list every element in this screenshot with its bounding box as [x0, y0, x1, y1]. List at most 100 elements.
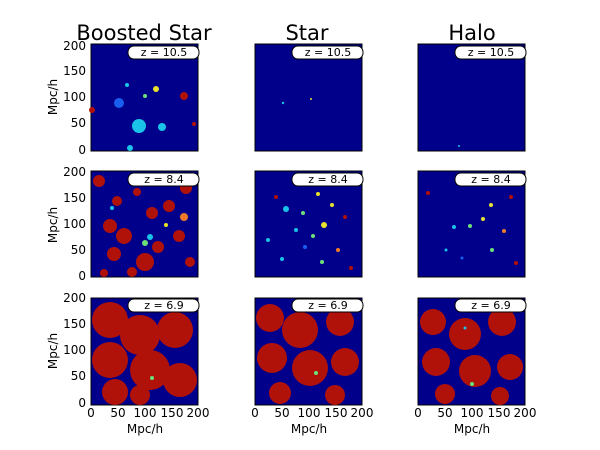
ionized-region — [92, 342, 128, 378]
redshift-label-box — [454, 172, 527, 187]
ionized-region — [130, 385, 150, 405]
ionized-region — [143, 94, 147, 98]
ionized-region — [114, 98, 124, 108]
panel-background — [417, 170, 526, 278]
ionized-region — [180, 92, 188, 100]
x-tick-label: 150 — [488, 406, 511, 420]
ionized-region — [303, 245, 307, 249]
redshift-label-box — [291, 45, 364, 60]
ionized-region — [459, 355, 491, 387]
ionized-region — [120, 315, 160, 355]
redshift-label-box — [454, 298, 527, 313]
ionized-region — [470, 382, 474, 386]
redshift-label-box — [291, 298, 364, 313]
panel-background — [254, 43, 363, 152]
ionized-region — [349, 266, 353, 270]
panel-halo-z10.5: z = 10.5 — [417, 43, 527, 152]
y-tick-labels: 200 150 100 50 0 200 150 100 50 0 200 15… — [63, 39, 86, 410]
y-tick-label: 100 — [63, 90, 86, 104]
ionized-region — [491, 387, 509, 405]
ionized-region — [282, 312, 318, 348]
panel-boosted-star-z10.5: z = 10.5 — [89, 43, 200, 152]
y-tick-label: 50 — [71, 243, 86, 257]
ionized-region — [92, 302, 128, 338]
ionized-region — [269, 382, 291, 404]
redshift-label-box — [454, 45, 527, 60]
ionized-region — [192, 122, 196, 126]
ionized-region — [489, 203, 493, 207]
x-tick-label: 200 — [514, 406, 537, 420]
panel-background — [417, 43, 526, 152]
ionized-region — [280, 257, 284, 261]
redshift-label-box — [291, 172, 364, 187]
redshift-label: z = 8.4 — [144, 173, 183, 186]
x-tick-label: 200 — [187, 406, 210, 420]
redshift-label-box — [127, 298, 200, 313]
ionized-region — [435, 384, 455, 404]
ionized-region — [107, 247, 121, 261]
ionized-region — [281, 101, 285, 105]
ionized-region — [488, 308, 516, 336]
ionized-region — [152, 241, 164, 253]
y-axis-label-row-3: Mpc/h — [46, 333, 60, 369]
x-tick-label: 0 — [414, 406, 422, 420]
y-tick-label: 150 — [63, 191, 86, 205]
x-axis-label-col-2: Mpc/h — [291, 422, 327, 436]
ionized-region — [112, 196, 122, 206]
ionized-region — [116, 228, 132, 244]
ionized-regions — [93, 175, 195, 277]
ionized-region — [130, 350, 170, 390]
x-axis-label-col-1: Mpc/h — [127, 422, 163, 436]
redshift-label: z = 6.9 — [144, 299, 183, 312]
ionized-region — [422, 348, 450, 376]
ionized-region — [133, 188, 141, 196]
ionized-region — [325, 385, 345, 405]
ionized-region — [125, 83, 129, 87]
ionized-region — [444, 248, 448, 252]
panel-star-z10.5: z = 10.5 — [254, 43, 364, 152]
ionized-region — [102, 379, 128, 405]
ionized-region — [127, 267, 137, 277]
ionized-regions — [89, 83, 196, 151]
redshift-label: z = 8.4 — [308, 173, 347, 186]
redshift-label: z = 8.4 — [471, 173, 510, 186]
y-tick-label: 50 — [71, 369, 86, 383]
y-tick-label: 200 — [63, 165, 86, 179]
y-tick-label: 0 — [78, 396, 86, 410]
redshift-label-box — [127, 45, 200, 60]
ionized-region — [490, 248, 494, 252]
y-tick-label: 150 — [63, 317, 86, 331]
ionized-region — [136, 253, 154, 271]
ionized-region — [256, 304, 284, 332]
x-tick-label: 0 — [87, 406, 95, 420]
ionized-region — [132, 119, 146, 133]
y-tick-label: 200 — [63, 291, 86, 305]
x-tick-label: 50 — [437, 406, 452, 420]
x-tick-label: 100 — [134, 406, 157, 420]
ionized-region — [150, 376, 154, 380]
y-axis-label-row-1: Mpc/h — [46, 79, 60, 115]
ionized-region — [452, 225, 456, 229]
panel-star-z8.4: z = 8.4 — [254, 170, 364, 278]
redshift-label: z = 10.5 — [305, 46, 351, 59]
ionized-regions — [256, 304, 359, 405]
ionized-region — [502, 229, 506, 233]
ionized-region — [420, 309, 446, 335]
ionized-region — [180, 213, 188, 221]
panel-halo-z8.4: z = 8.4 — [417, 170, 527, 278]
ionized-region — [331, 348, 359, 376]
x-tick-label: 150 — [161, 406, 184, 420]
ionized-region — [257, 343, 287, 373]
ionized-region — [509, 195, 513, 199]
x-tick-label: 50 — [110, 406, 125, 420]
redshift-label: z = 6.9 — [471, 299, 510, 312]
ionized-region — [301, 211, 305, 215]
ionized-region — [283, 206, 289, 212]
panel-star-z6.9: z = 6.9 — [254, 297, 364, 406]
ionized-region — [449, 318, 481, 350]
ionized-region — [310, 98, 312, 100]
ionized-region — [326, 308, 354, 336]
ionized-region — [460, 256, 464, 260]
x-tick-labels: 0 50 100 150 200 0 50 100 150 200 0 50 1… — [87, 406, 536, 420]
redshift-label-box — [127, 172, 200, 187]
